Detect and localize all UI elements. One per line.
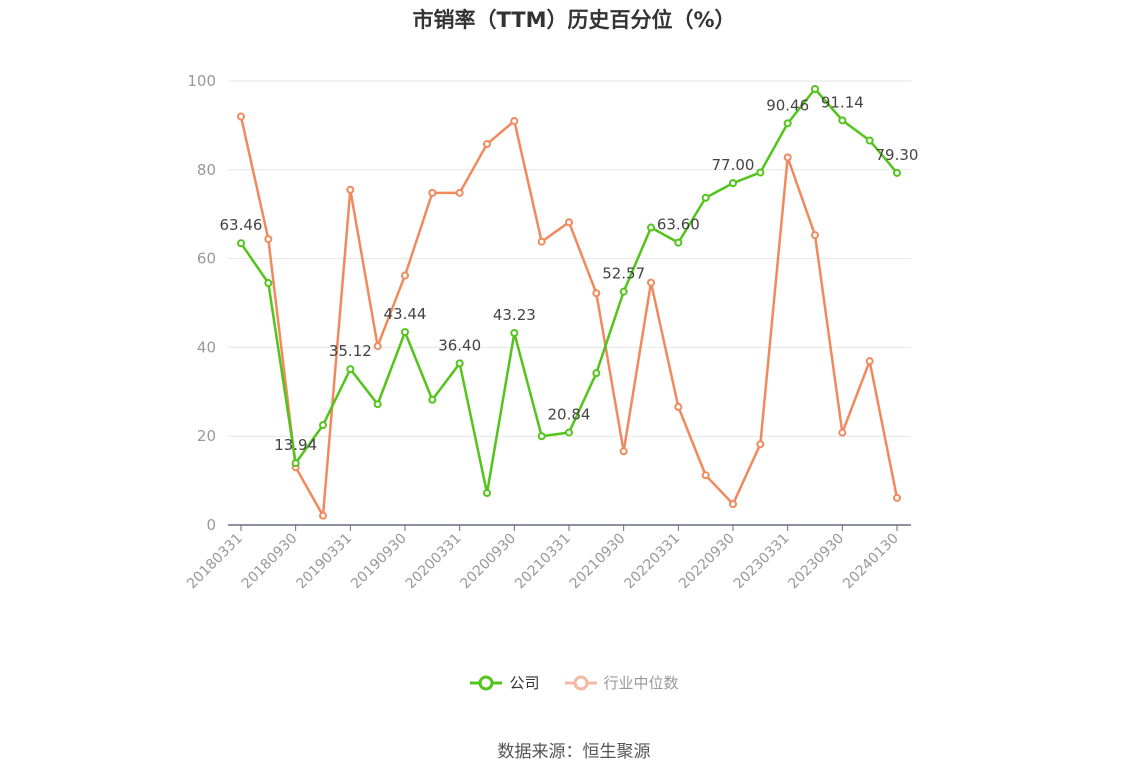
legend-item-industry-median[interactable]: 行业中位数 bbox=[564, 672, 679, 693]
x-tick-label: 20200930 bbox=[457, 531, 519, 593]
x-tick-label: 20210930 bbox=[567, 531, 629, 593]
data-point-industry-median[interactable] bbox=[373, 342, 382, 351]
y-tick-label: 40 bbox=[197, 338, 216, 356]
x-tick-label: 20220331 bbox=[621, 531, 683, 593]
data-point-industry-median[interactable] bbox=[756, 440, 765, 449]
data-point-industry-median[interactable] bbox=[647, 278, 655, 287]
data-point-company[interactable] bbox=[455, 359, 464, 368]
legend-industry-marker-icon bbox=[564, 675, 597, 690]
data-point-company[interactable] bbox=[619, 287, 628, 296]
data-label: 77.00 bbox=[712, 156, 755, 174]
legend-company-marker-icon bbox=[470, 675, 503, 690]
data-point-industry-median[interactable] bbox=[264, 235, 273, 244]
series-layer bbox=[237, 84, 901, 520]
x-tick-label: 20220930 bbox=[676, 531, 738, 593]
legend-company-label: 公司 bbox=[509, 674, 540, 692]
data-point-industry-median[interactable] bbox=[455, 188, 464, 197]
series-line-industry-median bbox=[239, 116, 899, 517]
data-label: 43.23 bbox=[493, 306, 536, 324]
data-label: 79.30 bbox=[876, 146, 919, 164]
data-label: 20.84 bbox=[548, 405, 591, 423]
data-point-industry-median[interactable] bbox=[592, 289, 601, 298]
source-note: 数据来源：恒生聚源 bbox=[497, 742, 651, 762]
data-point-industry-median[interactable] bbox=[893, 493, 901, 502]
data-point-company[interactable] bbox=[319, 421, 327, 430]
x-tick-label: 20190331 bbox=[293, 531, 355, 593]
data-point-company[interactable] bbox=[373, 400, 382, 409]
x-tick-label: 20180331 bbox=[184, 531, 246, 593]
y-tick-label: 100 bbox=[187, 72, 216, 90]
data-point-company[interactable] bbox=[483, 489, 491, 498]
data-label: 35.12 bbox=[329, 342, 372, 360]
data-point-company[interactable] bbox=[893, 168, 901, 177]
data-point-company[interactable] bbox=[592, 369, 601, 378]
data-point-company[interactable] bbox=[428, 395, 437, 404]
data-label: 63.60 bbox=[657, 216, 700, 234]
data-point-industry-median[interactable] bbox=[428, 188, 437, 197]
data-point-company[interactable] bbox=[237, 239, 245, 248]
data-point-company[interactable] bbox=[838, 116, 847, 125]
legend-industry-label: 行业中位数 bbox=[603, 674, 679, 692]
data-point-industry-median[interactable] bbox=[674, 402, 683, 411]
data-point-industry-median[interactable] bbox=[701, 471, 710, 480]
data-point-company[interactable] bbox=[537, 432, 546, 441]
data-point-company[interactable] bbox=[510, 329, 519, 338]
legend: 公司 行业中位数 bbox=[0, 672, 1148, 693]
x-tick-label: 20200331 bbox=[403, 531, 465, 593]
x-tick-label: 20240130 bbox=[840, 531, 902, 593]
data-point-company[interactable] bbox=[264, 279, 273, 288]
y-tick-label: 0 bbox=[206, 516, 216, 534]
data-point-company[interactable] bbox=[565, 428, 573, 437]
x-tick-label: 20180930 bbox=[239, 531, 301, 593]
y-tick-label: 60 bbox=[197, 250, 216, 268]
data-point-company[interactable] bbox=[865, 136, 874, 145]
data-label: 36.40 bbox=[438, 336, 481, 354]
data-point-industry-median[interactable] bbox=[483, 140, 491, 149]
data-point-industry-median[interactable] bbox=[619, 447, 628, 456]
y-tick-label: 20 bbox=[197, 427, 216, 445]
data-point-company[interactable] bbox=[401, 328, 409, 337]
axis-layer: 0 20 40 60 80 100 2018033120180930201903312019… bbox=[184, 72, 911, 592]
x-tick-label: 20230930 bbox=[785, 531, 847, 593]
data-point-industry-median[interactable] bbox=[346, 185, 355, 194]
data-point-company[interactable] bbox=[291, 459, 300, 468]
x-tick-label: 20190930 bbox=[348, 531, 410, 593]
data-label: 52.57 bbox=[602, 265, 645, 283]
data-point-industry-median[interactable] bbox=[729, 500, 737, 509]
data-label: 63.46 bbox=[220, 216, 263, 234]
data-point-company[interactable] bbox=[729, 179, 737, 188]
data-label: 43.44 bbox=[384, 305, 427, 323]
x-tick-label: 20210331 bbox=[512, 531, 574, 593]
data-point-industry-median[interactable] bbox=[811, 231, 819, 240]
grid-layer bbox=[228, 80, 911, 437]
data-point-industry-median[interactable] bbox=[319, 511, 327, 520]
label-layer: 63.46 13.94 35.12 43.44 36.40 43.23 20.84 52.57… bbox=[220, 93, 919, 454]
data-point-company[interactable] bbox=[756, 168, 765, 177]
data-point-industry-median[interactable] bbox=[401, 271, 409, 280]
data-point-company[interactable] bbox=[647, 223, 655, 232]
data-point-company[interactable] bbox=[701, 193, 710, 202]
data-point-industry-median[interactable] bbox=[510, 116, 519, 125]
data-label: 91.14 bbox=[821, 93, 864, 111]
data-point-company[interactable] bbox=[783, 119, 792, 128]
chart-title: 市销率（TTM）历史百分位（%） bbox=[412, 8, 736, 32]
data-label: 13.94 bbox=[274, 436, 317, 454]
data-point-industry-median[interactable] bbox=[865, 357, 874, 366]
data-point-industry-median[interactable] bbox=[237, 112, 245, 121]
data-point-industry-median[interactable] bbox=[783, 153, 792, 162]
data-point-company[interactable] bbox=[674, 238, 683, 247]
data-point-industry-median[interactable] bbox=[565, 218, 573, 227]
data-label: 90.46 bbox=[766, 96, 809, 114]
x-tick-label: 20230331 bbox=[731, 531, 793, 593]
legend-item-company[interactable]: 公司 bbox=[469, 672, 540, 693]
data-point-company[interactable] bbox=[346, 365, 355, 374]
y-tick-label: 80 bbox=[197, 161, 216, 179]
data-point-industry-median[interactable] bbox=[537, 237, 546, 246]
data-point-company[interactable] bbox=[811, 84, 819, 93]
data-point-industry-median[interactable] bbox=[838, 428, 847, 437]
